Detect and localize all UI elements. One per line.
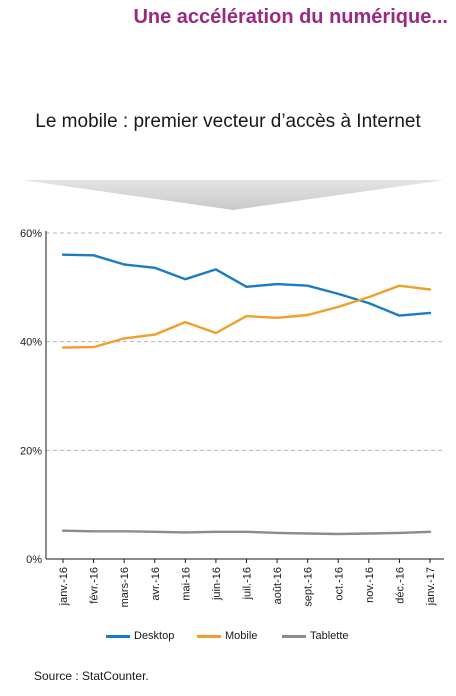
legend-label-mobile: Mobile [225,630,258,642]
legend-item-desktop: Desktop [106,630,174,642]
legend-swatch-desktop [106,634,130,638]
x-tick-label: févr.-16 [89,567,101,604]
y-tick-label: 60% [20,228,42,240]
page-heading: Une accélération du numérique... [133,6,448,28]
x-tick-label: janv.-17 [425,567,437,606]
legend-label-tablette: Tablette [310,630,349,642]
legend-item-tablette: Tablette [282,630,349,642]
series-line-mobile [61,284,432,349]
x-tick-label: déc.-16 [394,567,406,604]
x-tick-label: août-16 [272,567,284,604]
y-tick-label: 40% [20,337,42,349]
legend-swatch-tablette [282,634,306,638]
y-tick-label: 20% [20,445,42,457]
x-tick-label: mars-16 [119,567,131,607]
x-tick-label: janv.-16 [58,567,70,606]
source-note: Source : StatCounter. [34,669,149,683]
x-tick-label: mai-16 [180,567,192,601]
legend-label-desktop: Desktop [134,630,175,642]
chart-title: Le mobile : premier vecteur d’accès à In… [35,111,421,132]
series-line-tablette [61,529,432,536]
x-tick-label: nov.-16 [364,567,376,603]
line-chart: 0% 20% 40% 60% janv.-16 févr.-16 mars-16 avr.-1… [20,228,444,607]
legend-item-mobile: Mobile [197,630,257,642]
x-tick-label: juil.-16 [242,567,254,600]
legend-swatch-mobile [197,634,221,638]
series-line-desktop [61,253,432,317]
x-tick-label: avr.-16 [150,567,162,601]
legend: Desktop Mobile Tablette [0,630,456,648]
x-tick-label: sept.-16 [303,567,315,607]
x-tick-label: juin-16 [211,567,223,601]
y-tick-label: 0% [26,554,42,566]
banner-arrow [22,180,444,210]
x-tick-label: oct.-16 [333,567,345,601]
